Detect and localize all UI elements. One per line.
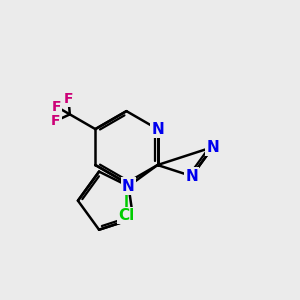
Text: Cl: Cl bbox=[118, 208, 135, 223]
Text: N: N bbox=[151, 122, 164, 136]
Text: N: N bbox=[122, 178, 135, 194]
Text: F: F bbox=[51, 114, 61, 128]
Text: F: F bbox=[64, 92, 73, 106]
Text: F: F bbox=[52, 100, 61, 114]
Text: N: N bbox=[206, 140, 219, 154]
Text: N: N bbox=[185, 169, 198, 184]
